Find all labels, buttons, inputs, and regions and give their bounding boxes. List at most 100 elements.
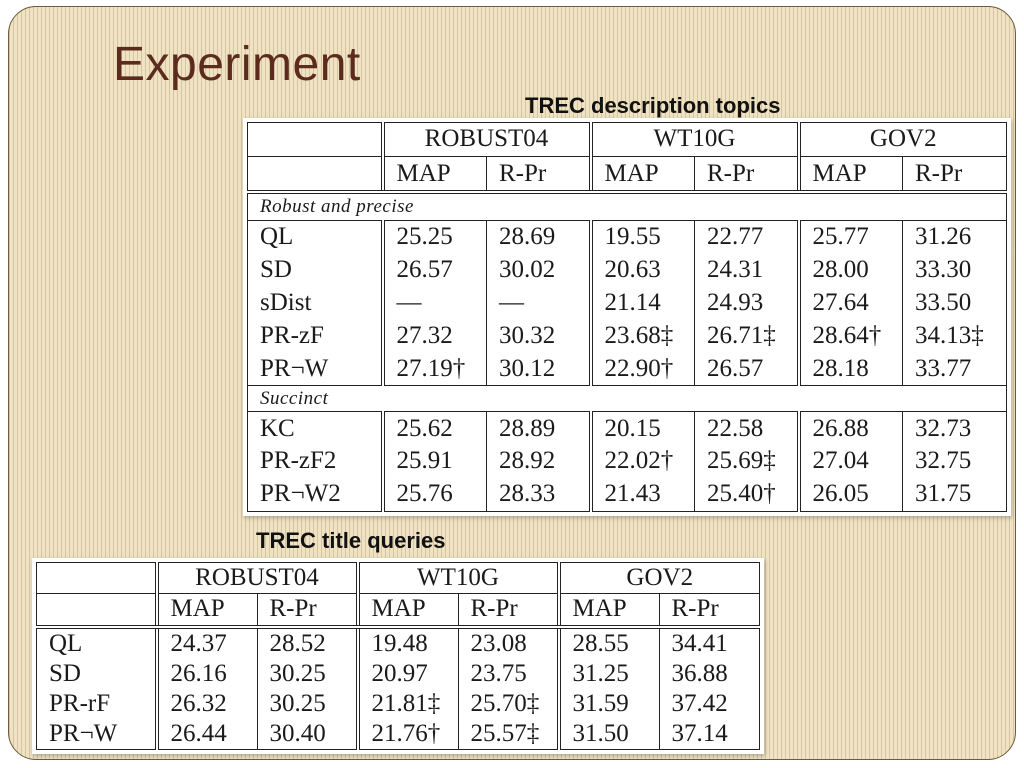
score-cell: 28.55 bbox=[556, 626, 659, 659]
section-label-row: Succinct bbox=[247, 385, 1007, 413]
score-cell: 32.75 bbox=[902, 445, 1007, 478]
score-cell: 24.31 bbox=[694, 253, 799, 287]
score-cell: 20.15 bbox=[588, 411, 695, 446]
score-cell: 25.57‡ bbox=[457, 718, 559, 750]
header-empty-cell bbox=[247, 156, 383, 195]
collection-header: WT10G bbox=[355, 562, 559, 595]
score-cell: 28.64† bbox=[796, 319, 903, 353]
score-cell: 28.92 bbox=[486, 445, 591, 478]
table-row: PR¬W 26.44 30.40 21.76† 25.57‡ 31.50 37.14 bbox=[37, 718, 760, 750]
metric-header: R-Pr bbox=[902, 156, 1007, 195]
title-queries-table: ROBUST04 WT10G GOV2 MAP R-Pr MAP R-Pr MA… bbox=[36, 562, 760, 750]
score-cell: 25.40† bbox=[694, 477, 799, 512]
score-cell: 31.50 bbox=[556, 718, 659, 750]
metric-header: R-Pr bbox=[486, 156, 591, 195]
score-cell: 27.32 bbox=[380, 319, 487, 353]
score-cell: 22.02† bbox=[588, 445, 695, 478]
score-cell: 30.32 bbox=[486, 319, 591, 353]
table-header-collections: ROBUST04 WT10G GOV2 bbox=[36, 562, 760, 595]
score-cell: 27.19† bbox=[380, 352, 487, 387]
header-empty-cell bbox=[36, 593, 157, 629]
slide-title: Experiment bbox=[113, 38, 361, 91]
collection-header: GOV2 bbox=[556, 562, 760, 595]
score-cell: 28.89 bbox=[486, 411, 591, 446]
score-cell: 33.77 bbox=[902, 352, 1007, 387]
section-label: Succinct bbox=[247, 385, 1007, 413]
score-cell: 26.71‡ bbox=[694, 319, 799, 353]
method-name: QL bbox=[260, 223, 294, 251]
score-cell: 30.40 bbox=[256, 718, 358, 750]
method-name: PR-zF bbox=[260, 321, 324, 349]
score-cell: 33.30 bbox=[902, 253, 1007, 287]
table-row: PR¬W 27.19† 30.12 22.90† 26.57 28.18 33.77 bbox=[247, 352, 1007, 387]
method-name: PR¬W2 bbox=[247, 477, 383, 512]
score-cell: 25.70‡ bbox=[457, 688, 559, 719]
table-header-collections: ROBUST04 WT10G GOV2 bbox=[247, 122, 1007, 158]
method-name: SD bbox=[260, 256, 292, 284]
score-cell: 20.63 bbox=[588, 253, 695, 287]
score-cell: 20.97 bbox=[355, 658, 458, 689]
score-cell: 28.69 bbox=[486, 220, 591, 254]
score-cell: — bbox=[486, 286, 591, 320]
table-row: SD 26.57 30.02 20.63 24.31 28.00 33.30 bbox=[248, 253, 1007, 287]
title-queries-table-image: ROBUST04 WT10G GOV2 MAP R-Pr MAP R-Pr MA… bbox=[32, 558, 764, 754]
score-cell: 26.32 bbox=[154, 688, 257, 719]
score-cell: 31.75 bbox=[902, 477, 1007, 512]
method-name: PR-zF2 bbox=[260, 447, 337, 475]
table-row: PR¬W2 25.76 28.33 21.43 25.40† 26.05 31.75 bbox=[247, 477, 1007, 512]
description-topics-table: ROBUST04 WT10G GOV2 MAP R-Pr MAP R-Pr MA… bbox=[247, 122, 1007, 512]
method-name: PR-rF bbox=[49, 689, 111, 717]
score-cell: 24.37 bbox=[154, 626, 257, 659]
table-row: QL 24.37 28.52 19.48 23.08 28.55 34.41 bbox=[37, 626, 760, 659]
score-cell: 34.13‡ bbox=[902, 319, 1007, 353]
collection-header: WT10G bbox=[588, 122, 799, 158]
score-cell: 25.25 bbox=[380, 220, 487, 254]
header-empty-cell bbox=[36, 562, 157, 595]
method-name: KC bbox=[260, 414, 295, 442]
score-cell: 23.68‡ bbox=[588, 319, 695, 353]
section-label-row: Robust and precise bbox=[247, 192, 1007, 221]
score-cell: 21.43 bbox=[588, 477, 695, 512]
score-cell: 31.25 bbox=[556, 658, 659, 689]
score-cell: 30.25 bbox=[256, 688, 358, 719]
score-cell: 22.90† bbox=[588, 352, 695, 387]
score-cell: 28.52 bbox=[256, 626, 358, 659]
description-topics-table-image: ROBUST04 WT10G GOV2 MAP R-Pr MAP R-Pr MA… bbox=[243, 118, 1011, 516]
score-cell: 22.77 bbox=[694, 220, 799, 254]
score-cell: 21.81‡ bbox=[355, 688, 458, 719]
table-header-metrics: MAP R-Pr MAP R-Pr MAP R-Pr bbox=[247, 156, 1007, 195]
score-cell: 30.12 bbox=[486, 352, 591, 387]
title-queries-caption: TREC title queries bbox=[256, 528, 446, 553]
score-cell: 21.76† bbox=[355, 718, 458, 750]
score-cell: 27.04 bbox=[796, 445, 903, 478]
table-row: sDist — —21.14 24.93 27.64 33.50 bbox=[248, 286, 1007, 320]
method-name: sDist bbox=[260, 288, 312, 316]
table-row: SD 26.16 30.25 20.97 23.75 31.25 36.88 bbox=[37, 658, 760, 689]
table-row: QL 25.25 28.69 19.55 22.77 25.77 31.26 bbox=[248, 220, 1007, 254]
score-cell: 30.25 bbox=[256, 658, 358, 689]
method-name: QL bbox=[49, 629, 83, 657]
score-cell: 26.16 bbox=[154, 658, 257, 689]
score-cell: 25.91 bbox=[380, 445, 487, 478]
table-row: PR-rF 26.32 30.25 21.81‡ 25.70‡ 31.59 37.42 bbox=[37, 688, 760, 719]
score-cell: 23.08 bbox=[457, 626, 559, 659]
score-cell: 21.14 bbox=[588, 286, 695, 320]
score-cell: 25.77 bbox=[796, 220, 903, 254]
score-cell: 27.64 bbox=[796, 286, 903, 320]
metric-header: MAP bbox=[154, 593, 257, 629]
score-cell: 26.57 bbox=[380, 253, 487, 287]
score-cell: 26.05 bbox=[796, 477, 903, 512]
table-row: PR-zF 27.32 30.32 23.68‡ 26.71‡ 28.64† 34.13‡ bbox=[248, 319, 1007, 353]
score-cell: 26.44 bbox=[154, 718, 257, 750]
collection-header: ROBUST04 bbox=[154, 562, 358, 595]
table-header-metrics: MAP R-Pr MAP R-Pr MAP R-Pr bbox=[36, 593, 760, 629]
score-cell: 22.58 bbox=[694, 411, 799, 446]
metric-header: R-Pr bbox=[658, 593, 760, 629]
score-cell: 25.62 bbox=[380, 411, 487, 446]
score-cell: 37.14 bbox=[658, 718, 760, 750]
collection-header: ROBUST04 bbox=[380, 122, 591, 158]
score-cell: 31.59 bbox=[556, 688, 659, 719]
score-cell: 19.48 bbox=[355, 626, 458, 659]
method-name: PR¬W bbox=[49, 719, 118, 747]
description-topics-caption: TREC description topics bbox=[525, 93, 781, 118]
